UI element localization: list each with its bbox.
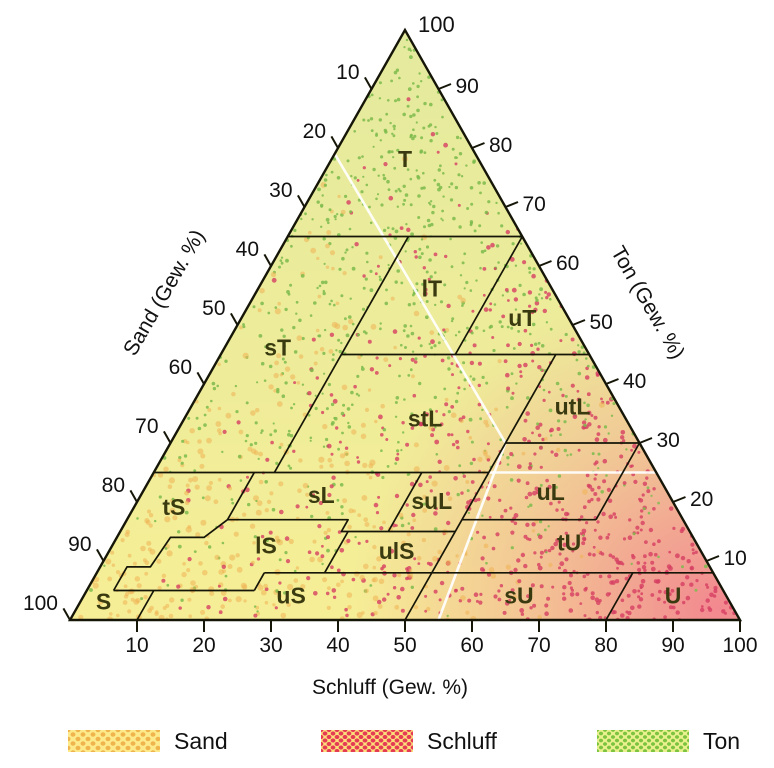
boundary-7 — [595, 442, 641, 521]
boundary-17 — [253, 572, 266, 591]
tick-label-sand-70: 70 — [135, 415, 158, 438]
tick-label-schluff-20: 20 — [192, 634, 215, 657]
tick-label-ton-30: 30 — [657, 429, 680, 452]
tick-label-schluff-40: 40 — [326, 634, 349, 657]
tick-sand-60 — [196, 371, 205, 385]
axis-title-schluff: Schluff (Gew. %) — [312, 676, 468, 699]
region-label-uT: uT — [508, 305, 536, 331]
boundary-14 — [112, 472, 256, 591]
region-label-sT: sT — [264, 335, 291, 361]
tick-label-schluff-60: 60 — [460, 634, 483, 657]
region-label-stL: stL — [408, 405, 443, 431]
tick-label-schluff-50: 50 — [393, 634, 416, 657]
tick-ton-10 — [706, 555, 720, 562]
axis-title-ton: Ton (Gew. %) — [606, 242, 689, 363]
boundary-2 — [454, 236, 524, 355]
legend-item-schluff: Schluff — [321, 728, 497, 754]
white-line-0 — [333, 153, 507, 444]
tick-ton-40 — [605, 378, 619, 385]
region-label-U: U — [665, 582, 682, 608]
tick-label-ton-20: 20 — [690, 488, 713, 511]
tick-ton-80 — [471, 142, 485, 149]
region-label-ulS: ulS — [379, 538, 415, 564]
region-label-T: T — [398, 146, 412, 172]
tick-ton-90 — [438, 83, 452, 90]
axis-title-sand: Sand (Gew. %) — [119, 226, 210, 360]
tick-sand-30 — [297, 194, 306, 208]
boundary-10 — [227, 518, 456, 533]
boundary-16 — [136, 590, 155, 621]
legend-label-ton: Ton — [703, 728, 741, 754]
boundary-9 — [387, 472, 423, 532]
boundary-5 — [404, 354, 557, 621]
legend-item-ton: Ton — [597, 728, 740, 754]
region-label-uS: uS — [276, 582, 305, 608]
region-label-sU: sU — [504, 582, 533, 608]
region-label-uL: uL — [537, 479, 565, 505]
region-label-sL: sL — [308, 482, 335, 508]
tick-label-sand-80: 80 — [102, 474, 125, 497]
tick-ton-30 — [639, 437, 653, 444]
tick-sand-50 — [230, 312, 239, 326]
tick-label-sand-30: 30 — [269, 179, 292, 202]
tick-label-ton-50: 50 — [590, 311, 613, 334]
ternary-diagram: 10 20 30 40 50 60 70 80 90 100 90 80 70 60 50 40 30 20 10 1… — [23, 12, 758, 699]
tick-sand-10 — [364, 76, 373, 90]
class-boundaries — [112, 235, 714, 621]
white-group-lines — [333, 153, 657, 621]
tick-label-schluff-30: 30 — [259, 634, 282, 657]
legend: Sand Schluff Ton — [0, 724, 774, 764]
tick-label-schluff-70: 70 — [527, 634, 550, 657]
tick-label-ton-70: 70 — [523, 193, 546, 216]
tick-sand-70 — [163, 430, 172, 444]
region-label-tS: tS — [162, 494, 185, 520]
region-label-suL: suL — [411, 488, 452, 514]
boundary-13 — [605, 572, 634, 621]
tick-label-schluff-90: 90 — [661, 634, 684, 657]
legend-item-sand: Sand — [68, 728, 228, 754]
ton-swatch — [597, 730, 689, 752]
tick-label-ton-80: 80 — [489, 134, 512, 157]
tick-label-ton-100: 100 — [418, 12, 455, 37]
schluff-swatch — [321, 730, 413, 752]
tick-sand-90 — [96, 548, 105, 562]
region-label-lS: lS — [255, 532, 277, 558]
tick-sand-80 — [129, 489, 138, 503]
tick-sand-20 — [330, 135, 339, 149]
legend-label-sand: Sand — [174, 728, 228, 754]
tick-label-sand-50: 50 — [202, 297, 225, 320]
region-labels: TlT uT sT stL utL sL suL uL tS lS ulS tU S uS sU U — [96, 146, 682, 614]
tick-label-schluff-100: 100 — [722, 634, 757, 657]
tick-sand-100 — [62, 607, 71, 621]
tick-label-ton-90: 90 — [456, 75, 479, 98]
tick-ton-50 — [572, 319, 586, 326]
tick-label-sand-100: 100 — [23, 592, 58, 615]
tick-label-ton-40: 40 — [623, 370, 646, 393]
tick-label-ton-10: 10 — [724, 547, 747, 570]
region-label-lT: lT — [422, 276, 442, 302]
boundary-11 — [323, 531, 349, 574]
region-label-tU: tU — [557, 529, 581, 555]
tick-label-schluff-80: 80 — [594, 634, 617, 657]
region-label-S: S — [96, 588, 111, 614]
tick-label-ton-60: 60 — [556, 252, 579, 275]
tick-label-schluff-10: 10 — [125, 634, 148, 657]
tick-ton-60 — [538, 260, 552, 267]
tick-ton-20 — [672, 496, 686, 503]
tick-sand-40 — [263, 253, 272, 267]
tick-label-sand-60: 60 — [169, 356, 192, 379]
region-label-utL: utL — [555, 394, 591, 420]
tick-label-sand-40: 40 — [236, 238, 259, 261]
legend-label-schluff: Schluff — [427, 728, 497, 754]
sand-swatch — [68, 730, 160, 752]
tick-label-sand-90: 90 — [68, 533, 91, 556]
tick-label-sand-20: 20 — [303, 120, 326, 143]
tick-ton-70 — [505, 201, 519, 208]
tick-label-sand-10: 10 — [336, 61, 359, 84]
